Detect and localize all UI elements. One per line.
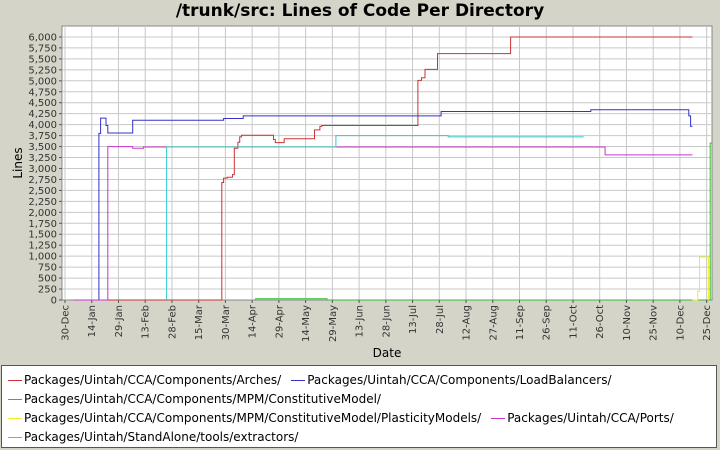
y-tick-label: 3,000 xyxy=(28,164,57,175)
y-tick-label: 5,750 xyxy=(28,43,57,54)
legend-row: Packages/Uintah/StandAlone/tools/extract… xyxy=(8,428,308,446)
legend-label: Packages/Uintah/CCA/Components/MPM/Const… xyxy=(24,392,381,406)
x-tick-label: 28-Jun xyxy=(381,305,392,338)
line-chart: 02505007501,0001,2501,5001,7502,0002,250… xyxy=(11,25,713,360)
legend: Packages/Uintah/CCA/Components/Arches/Pa… xyxy=(1,365,717,448)
x-tick-label: 14-Apr xyxy=(248,304,259,338)
y-tick-label: 750 xyxy=(38,263,57,274)
y-tick-label: 3,750 xyxy=(28,131,57,142)
x-tick-label: 26-Sep xyxy=(542,305,553,340)
x-tick-label: 26-Oct xyxy=(595,305,606,339)
y-tick-label: 0 xyxy=(51,296,57,307)
legend-item: Packages/Uintah/CCA/Components/MPM/Const… xyxy=(8,411,481,425)
x-tick-label: 14-Jan xyxy=(87,305,98,337)
y-tick-label: 2,000 xyxy=(28,208,57,219)
x-tick-label: 13-Feb xyxy=(141,305,152,339)
y-tick-label: 3,500 xyxy=(28,142,57,153)
legend-item: Packages/Uintah/CCA/Components/MPM/Const… xyxy=(8,392,381,406)
series-line-3 xyxy=(255,142,712,301)
y-tick-label: 1,250 xyxy=(28,241,57,252)
y-tick-label: 4,000 xyxy=(28,120,57,131)
series-line-4 xyxy=(692,256,709,301)
x-tick-label: 29-Jan xyxy=(114,305,125,337)
legend-label: Packages/Uintah/CCA/Ports/ xyxy=(507,411,674,425)
x-tick-label: 29-May xyxy=(328,305,339,342)
legend-swatch xyxy=(291,379,306,381)
x-axis-ticks: 30-Dec 14-Jan 29-Jan 13-Feb 28-Feb 15-Mar 30-M… xyxy=(61,300,713,342)
y-tick-label: 3,250 xyxy=(28,153,57,164)
x-tick-label: 29-Apr xyxy=(274,304,285,338)
x-tick-label: 30-Dec xyxy=(61,305,72,341)
y-tick-label: 1,000 xyxy=(28,252,57,263)
y-axis-ticks: 02505007501,0001,2501,5001,7502,0002,250… xyxy=(28,32,62,307)
x-tick-label: 12-Aug xyxy=(462,305,473,341)
y-tick-label: 6,000 xyxy=(28,32,57,43)
legend-item: Packages/Uintah/CCA/Components/LoadBalan… xyxy=(291,373,612,387)
x-tick-label: 11-Oct xyxy=(568,305,579,339)
legend-label: Packages/Uintah/StandAlone/tools/extract… xyxy=(24,430,299,444)
series-line-5 xyxy=(73,146,693,301)
x-tick-label: 30-Mar xyxy=(221,304,232,340)
y-tick-label: 250 xyxy=(38,285,57,296)
legend-item: Packages/Uintah/StandAlone/tools/extract… xyxy=(8,430,298,444)
x-tick-label: 25-Dec xyxy=(702,305,713,341)
y-tick-label: 5,500 xyxy=(28,54,57,65)
legend-swatch xyxy=(8,436,22,438)
legend-swatch xyxy=(8,417,22,419)
x-axis-label: Date xyxy=(373,346,402,360)
legend-swatch xyxy=(491,417,506,419)
x-tick-label: 14-May xyxy=(301,305,312,342)
legend-label: Packages/Uintah/CCA/Components/MPM/Const… xyxy=(24,411,482,425)
y-tick-label: 5,000 xyxy=(28,76,57,87)
y-tick-label: 2,250 xyxy=(28,197,57,208)
x-tick-label: 10-Nov xyxy=(622,305,633,341)
y-tick-label: 1,750 xyxy=(28,219,57,230)
legend-swatch xyxy=(8,379,22,381)
x-tick-label: 28-Jul xyxy=(435,305,446,334)
legend-row: Packages/Uintah/CCA/Components/MPM/Const… xyxy=(8,390,391,408)
legend-row: Packages/Uintah/CCA/Components/MPM/Const… xyxy=(8,409,684,427)
legend-row: Packages/Uintah/CCA/Components/Arches/Pa… xyxy=(8,371,622,389)
y-axis-label: Lines xyxy=(11,147,25,178)
legend-label: Packages/Uintah/CCA/Components/LoadBalan… xyxy=(307,373,612,387)
x-tick-label: 10-Dec xyxy=(675,305,686,341)
y-tick-label: 4,750 xyxy=(28,87,57,98)
y-tick-label: 2,750 xyxy=(28,175,57,186)
x-tick-label: 28-Feb xyxy=(167,305,178,339)
plot-area xyxy=(61,25,713,301)
y-tick-label: 1,500 xyxy=(28,230,57,241)
series-lines xyxy=(73,36,712,301)
series-line-2 xyxy=(73,109,693,301)
y-tick-label: 5,250 xyxy=(28,65,57,76)
y-tick-label: 2,500 xyxy=(28,186,57,197)
legend-label: Packages/Uintah/CCA/Components/Arches/ xyxy=(24,373,282,387)
legend-item: Packages/Uintah/CCA/Components/Arches/ xyxy=(8,373,281,387)
x-tick-label: 11-Sep xyxy=(515,305,526,340)
x-tick-label: 13-Jun xyxy=(355,305,366,338)
grid-lines xyxy=(62,26,712,300)
y-tick-label: 4,500 xyxy=(28,98,57,109)
x-tick-label: 25-Nov xyxy=(649,305,660,341)
series-line-1 xyxy=(73,36,693,301)
x-tick-label: 15-Mar xyxy=(194,304,205,340)
x-tick-label: 13-Jul xyxy=(408,305,419,334)
series-line-6 xyxy=(166,135,584,300)
y-tick-label: 500 xyxy=(38,274,57,285)
y-tick-label: 4,250 xyxy=(28,109,57,120)
chart-title: /trunk/src: Lines of Code Per Directory xyxy=(175,1,545,21)
legend-item: Packages/Uintah/CCA/Ports/ xyxy=(491,411,674,425)
legend-swatch xyxy=(8,398,22,400)
x-tick-label: 27-Aug xyxy=(488,305,499,341)
